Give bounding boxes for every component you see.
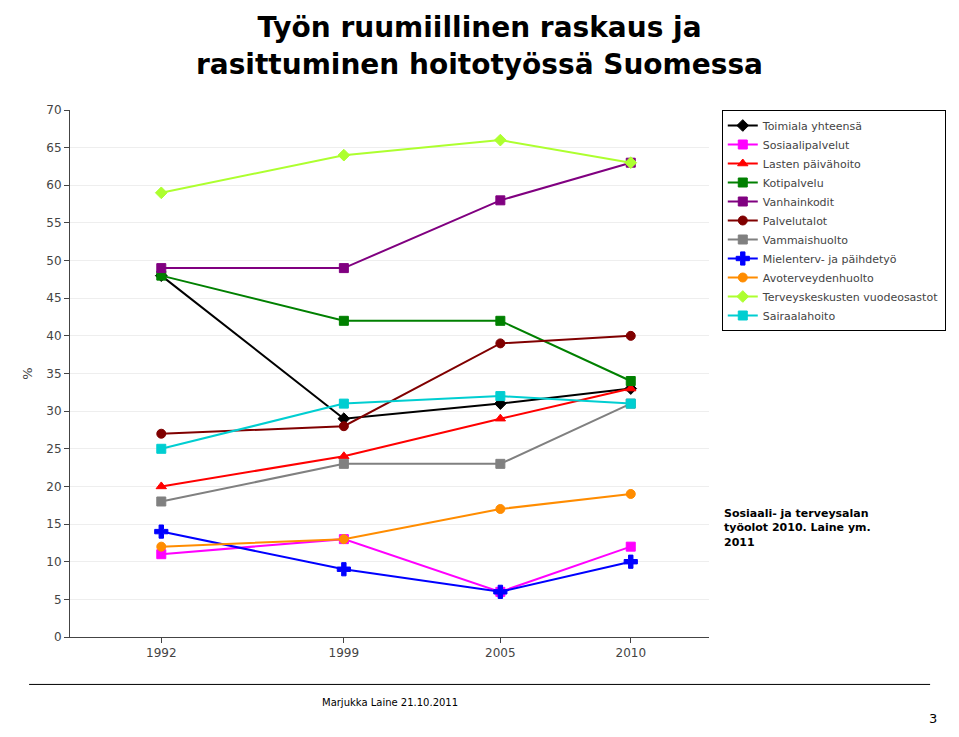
svg-text:Vanhainkodit: Vanhainkodit — [763, 196, 835, 209]
svg-text:Mielenterv- ja päihdetyö: Mielenterv- ja päihdetyö — [763, 253, 897, 266]
svg-text:5: 5 — [54, 593, 62, 607]
svg-text:Vammaishuolto: Vammaishuolto — [763, 234, 848, 247]
svg-text:Kotipalvelu: Kotipalvelu — [763, 177, 824, 190]
svg-text:Toimiala yhteensä: Toimiala yhteensä — [762, 120, 862, 133]
svg-text:35: 35 — [46, 367, 61, 381]
svg-text:40: 40 — [46, 329, 61, 343]
svg-text:Avoterveydenhuolto: Avoterveydenhuolto — [763, 272, 874, 285]
svg-text:Työn ruumiillinen raskaus jara: Työn ruumiillinen raskaus jarasittuminen… — [196, 11, 763, 80]
svg-text:10: 10 — [46, 555, 61, 569]
svg-text:70: 70 — [46, 103, 61, 117]
svg-text:3: 3 — [929, 711, 937, 726]
svg-text:2010: 2010 — [615, 646, 646, 660]
svg-text:2005: 2005 — [485, 646, 516, 660]
svg-text:15: 15 — [46, 517, 61, 531]
svg-text:1992: 1992 — [146, 646, 177, 660]
svg-text:Sairaalahoito: Sairaalahoito — [763, 310, 836, 323]
svg-text:Terveyskeskusten vuodeosastot: Terveyskeskusten vuodeosastot — [762, 291, 938, 304]
svg-text:30: 30 — [46, 404, 61, 418]
svg-text:Sosiaali- ja terveysalantyöolo: Sosiaali- ja terveysalantyöolot 2010. La… — [724, 507, 871, 549]
svg-text:60: 60 — [46, 178, 61, 192]
svg-text:Marjukka Laine 21.10.2011: Marjukka Laine 21.10.2011 — [322, 697, 458, 708]
svg-text:20: 20 — [46, 480, 61, 494]
svg-text:65: 65 — [46, 141, 61, 155]
svg-text:Palvelutalot: Palvelutalot — [763, 215, 828, 228]
svg-text:25: 25 — [46, 442, 61, 456]
svg-text:1999: 1999 — [329, 646, 360, 660]
svg-text:50: 50 — [46, 254, 61, 268]
svg-text:Sosiaalipalvelut: Sosiaalipalvelut — [763, 139, 850, 152]
svg-text:0: 0 — [54, 630, 62, 644]
svg-text:55: 55 — [46, 216, 61, 230]
svg-text:Lasten päivähoito: Lasten päivähoito — [763, 158, 861, 171]
svg-text:45: 45 — [46, 291, 61, 305]
svg-text:%: % — [20, 367, 35, 379]
